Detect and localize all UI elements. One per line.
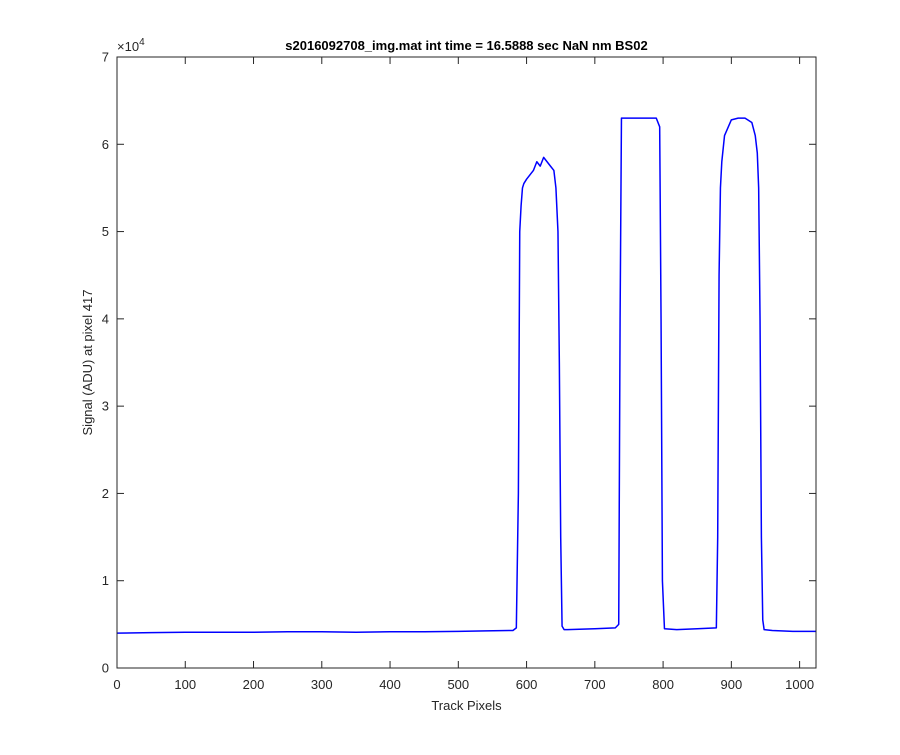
chart-title: s2016092708_img.mat int time = 16.5888 s… <box>285 38 647 53</box>
x-tick-label: 1000 <box>785 677 814 692</box>
x-axis: 0 100 200 300 400 500 600 700 800 900 1000 <box>113 57 814 692</box>
x-tick-label: 700 <box>584 677 606 692</box>
y-axis: 0 1 2 3 4 5 6 7 <box>102 50 816 676</box>
series-line-0 <box>116 117 816 634</box>
x-tick-label: 300 <box>311 677 333 692</box>
plot-area <box>117 57 816 668</box>
y-tick-label: 1 <box>102 573 109 588</box>
y-tick-label: 5 <box>102 224 109 239</box>
x-tick-label: 600 <box>516 677 538 692</box>
y-axis-label: Signal (ADU) at pixel 417 <box>80 290 95 436</box>
x-tick-label: 800 <box>652 677 674 692</box>
x-tick-label: 100 <box>174 677 196 692</box>
y-tick-label: 0 <box>102 661 109 676</box>
y-tick-label: 2 <box>102 486 109 501</box>
x-tick-label: 0 <box>113 677 120 692</box>
axes-box <box>116 56 817 669</box>
x-tick-label: 500 <box>447 677 469 692</box>
x-axis-label: Track Pixels <box>431 698 502 713</box>
y-tick-label: 3 <box>102 399 109 414</box>
y-exponent-base: ×10 <box>117 39 139 54</box>
y-tick-label: 4 <box>102 311 109 326</box>
y-tick-label: 6 <box>102 137 109 152</box>
x-tick-label: 400 <box>379 677 401 692</box>
x-tick-label: 200 <box>243 677 265 692</box>
y-exponent-label: ×104 <box>117 37 145 54</box>
y-exponent-power: 4 <box>139 37 145 48</box>
axes-frame <box>116 56 817 669</box>
x-tick-label: 900 <box>721 677 743 692</box>
y-tick-label: 7 <box>102 50 109 65</box>
data-layer <box>116 117 816 634</box>
